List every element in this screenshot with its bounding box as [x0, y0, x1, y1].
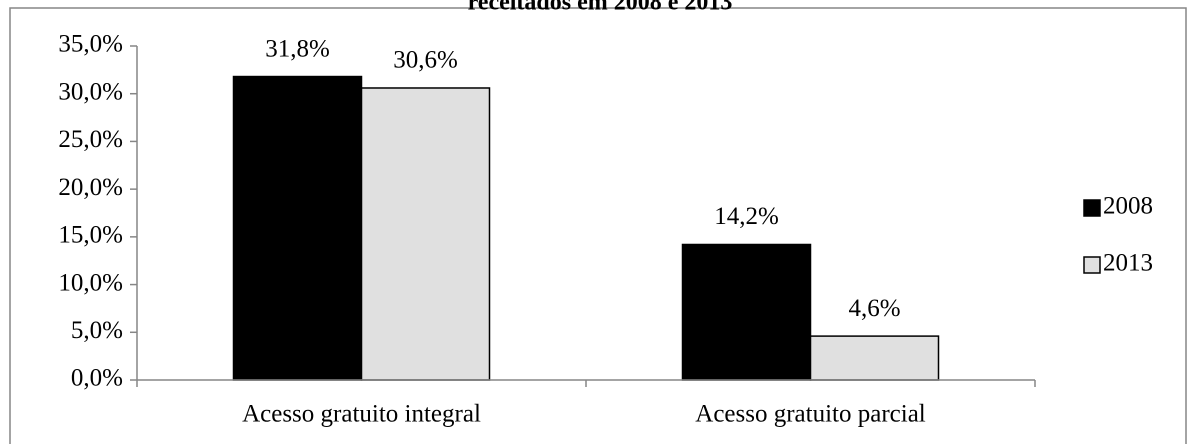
x-tick-label: Acesso gratuito integral	[242, 401, 481, 428]
data-label: 4,6%	[848, 295, 900, 322]
y-tick-label: 5,0%	[71, 317, 123, 344]
data-label: 30,6%	[393, 47, 458, 74]
y-tick-label: 0,0%	[71, 365, 123, 392]
bar	[809, 335, 940, 381]
y-tick-label: 20,0%	[58, 174, 123, 201]
data-label: 14,2%	[714, 203, 779, 230]
bar	[232, 75, 363, 381]
bar	[360, 87, 491, 381]
y-tick-label: 35,0%	[58, 31, 123, 58]
legend-swatch	[1083, 199, 1101, 217]
y-tick-label: 15,0%	[58, 222, 123, 249]
bar	[681, 243, 812, 381]
data-label: 31,8%	[265, 35, 330, 62]
y-tick-label: 25,0%	[58, 126, 123, 153]
x-tick-label: Acesso gratuito parcial	[695, 401, 926, 428]
chart-title: receitados em 2008 e 2013	[468, 0, 733, 16]
legend-swatch	[1083, 256, 1101, 274]
y-tick-label: 30,0%	[58, 78, 123, 105]
chart-border	[9, 7, 1187, 444]
legend-label: 2013	[1103, 250, 1153, 277]
legend-label: 2008	[1103, 193, 1153, 220]
y-tick-label: 10,0%	[58, 269, 123, 296]
